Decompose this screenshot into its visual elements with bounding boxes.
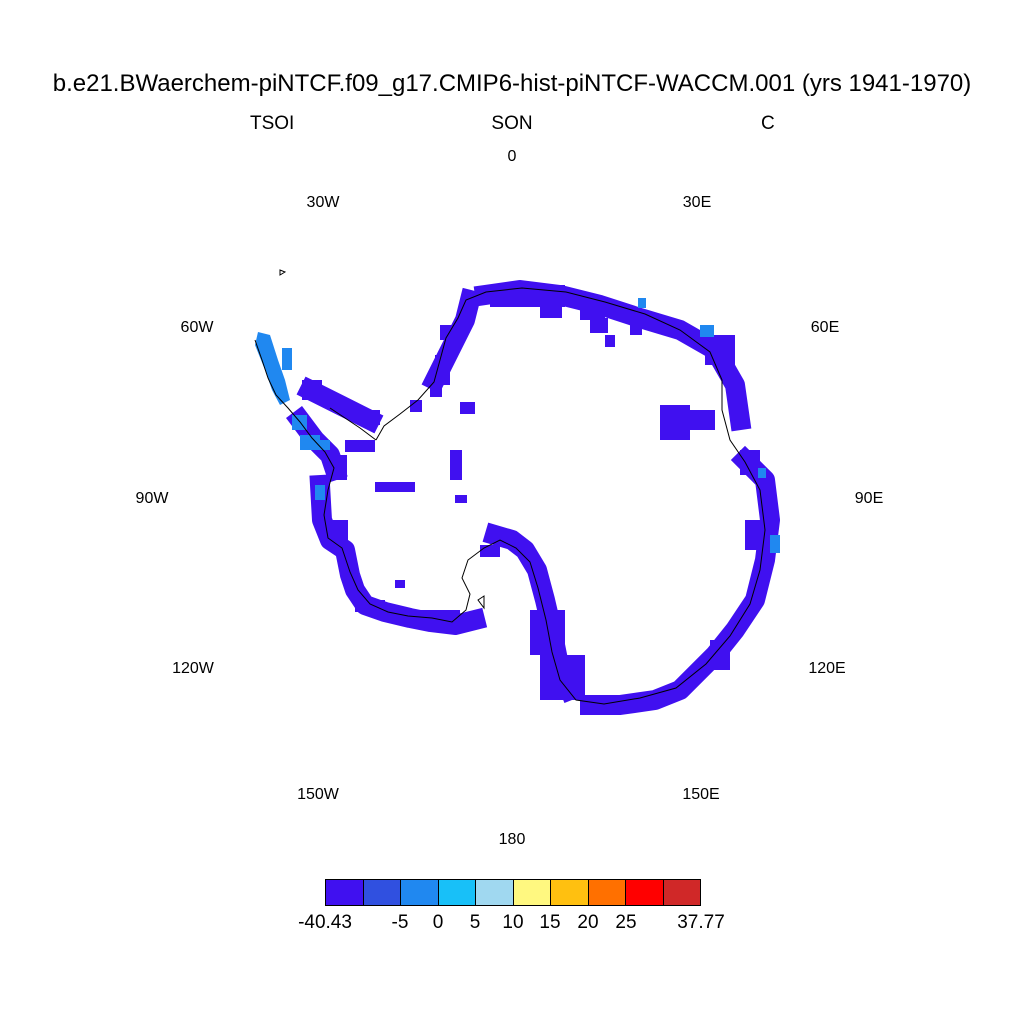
field-patch [410,400,422,412]
field-peninsula-lighter [255,332,290,405]
field-patch [460,402,475,414]
colorbar-box [326,880,364,905]
field-patch [430,382,442,397]
field-band-west-coast [309,474,488,635]
field-patch [590,318,608,333]
field-band-indian-coast [580,445,780,715]
field-patch [395,580,405,588]
field-patch [530,610,565,655]
field-patch [375,482,415,492]
colorbar-label: 0 [432,912,444,933]
field-patch [480,545,500,557]
colorbar-label: 5 [469,912,481,933]
lon-label-0: 0 [507,148,517,165]
field-patch [660,405,690,440]
field-patch [435,355,450,385]
colorbar [325,879,701,906]
colorbar-label: 25 [615,912,637,933]
field-peninsula-lighter [300,435,320,450]
field-patch [740,450,760,475]
field-patch [690,410,715,430]
field-peninsula-lighter [638,298,646,308]
variable-label: TSOI [250,113,295,134]
colorbar-box [626,880,664,905]
field-patch [540,300,562,318]
field-peninsula-lighter [315,485,325,500]
field-patch [440,325,452,340]
field-peninsula-lighter [320,440,330,450]
colorbar-label: 15 [539,912,561,933]
field-peninsula-lighter [282,348,292,370]
field-patch [360,410,380,425]
lon-label-150e: 150E [682,786,720,803]
colorbar-box [363,880,401,905]
field-peninsula-lighter [758,468,766,478]
field-patch [710,640,730,670]
field-peninsula-lighter [770,535,780,553]
colorbar-box [401,880,439,905]
field-patch [335,455,347,480]
field-patch [455,495,467,503]
lon-label-90w: 90W [135,490,169,507]
lon-label-120w: 120W [172,660,214,677]
field-band-east-coast [473,280,752,432]
plot-title: b.e21.BWaerchem-piNTCF.f09_g17.CMIP6-his… [52,70,972,97]
colorbar-box [551,880,589,905]
lon-label-60e: 60E [810,319,840,336]
lon-label-90e: 90E [854,490,884,507]
field-patch [540,655,585,700]
field-patch [450,450,462,480]
colorbar-label: 20 [577,912,599,933]
lon-label-120e: 120E [808,660,846,677]
lon-label-60w: 60W [180,319,214,336]
field-patch [580,300,605,320]
colorbar-box [438,880,476,905]
field-patch [605,335,615,347]
field-patch [345,440,375,452]
colorbar-box [476,880,514,905]
lon-label-30e: 30E [682,194,712,211]
units-label: C [761,113,775,134]
colorbar-label: 10 [502,912,524,933]
colorbar-label: -5 [391,912,409,933]
colorbar-box [513,880,551,905]
temperature-field [255,280,780,715]
season-label: SON [491,113,533,134]
field-patch [355,600,385,612]
colorbar-box [588,880,626,905]
lon-label-150w: 150W [297,786,339,803]
colorbar-box [663,880,700,905]
field-patch [630,320,642,335]
field-patch [705,335,735,365]
field-patch [330,520,348,540]
field-patch [745,520,770,550]
lon-label-180: 180 [498,831,526,848]
field-peninsula-lighter [700,325,714,337]
field-patch [302,380,322,400]
colorbar-label: -40.43 [298,912,352,933]
colorbar-label: 37.77 [677,912,725,933]
coastline [254,269,766,705]
lon-label-30w: 30W [306,194,340,211]
